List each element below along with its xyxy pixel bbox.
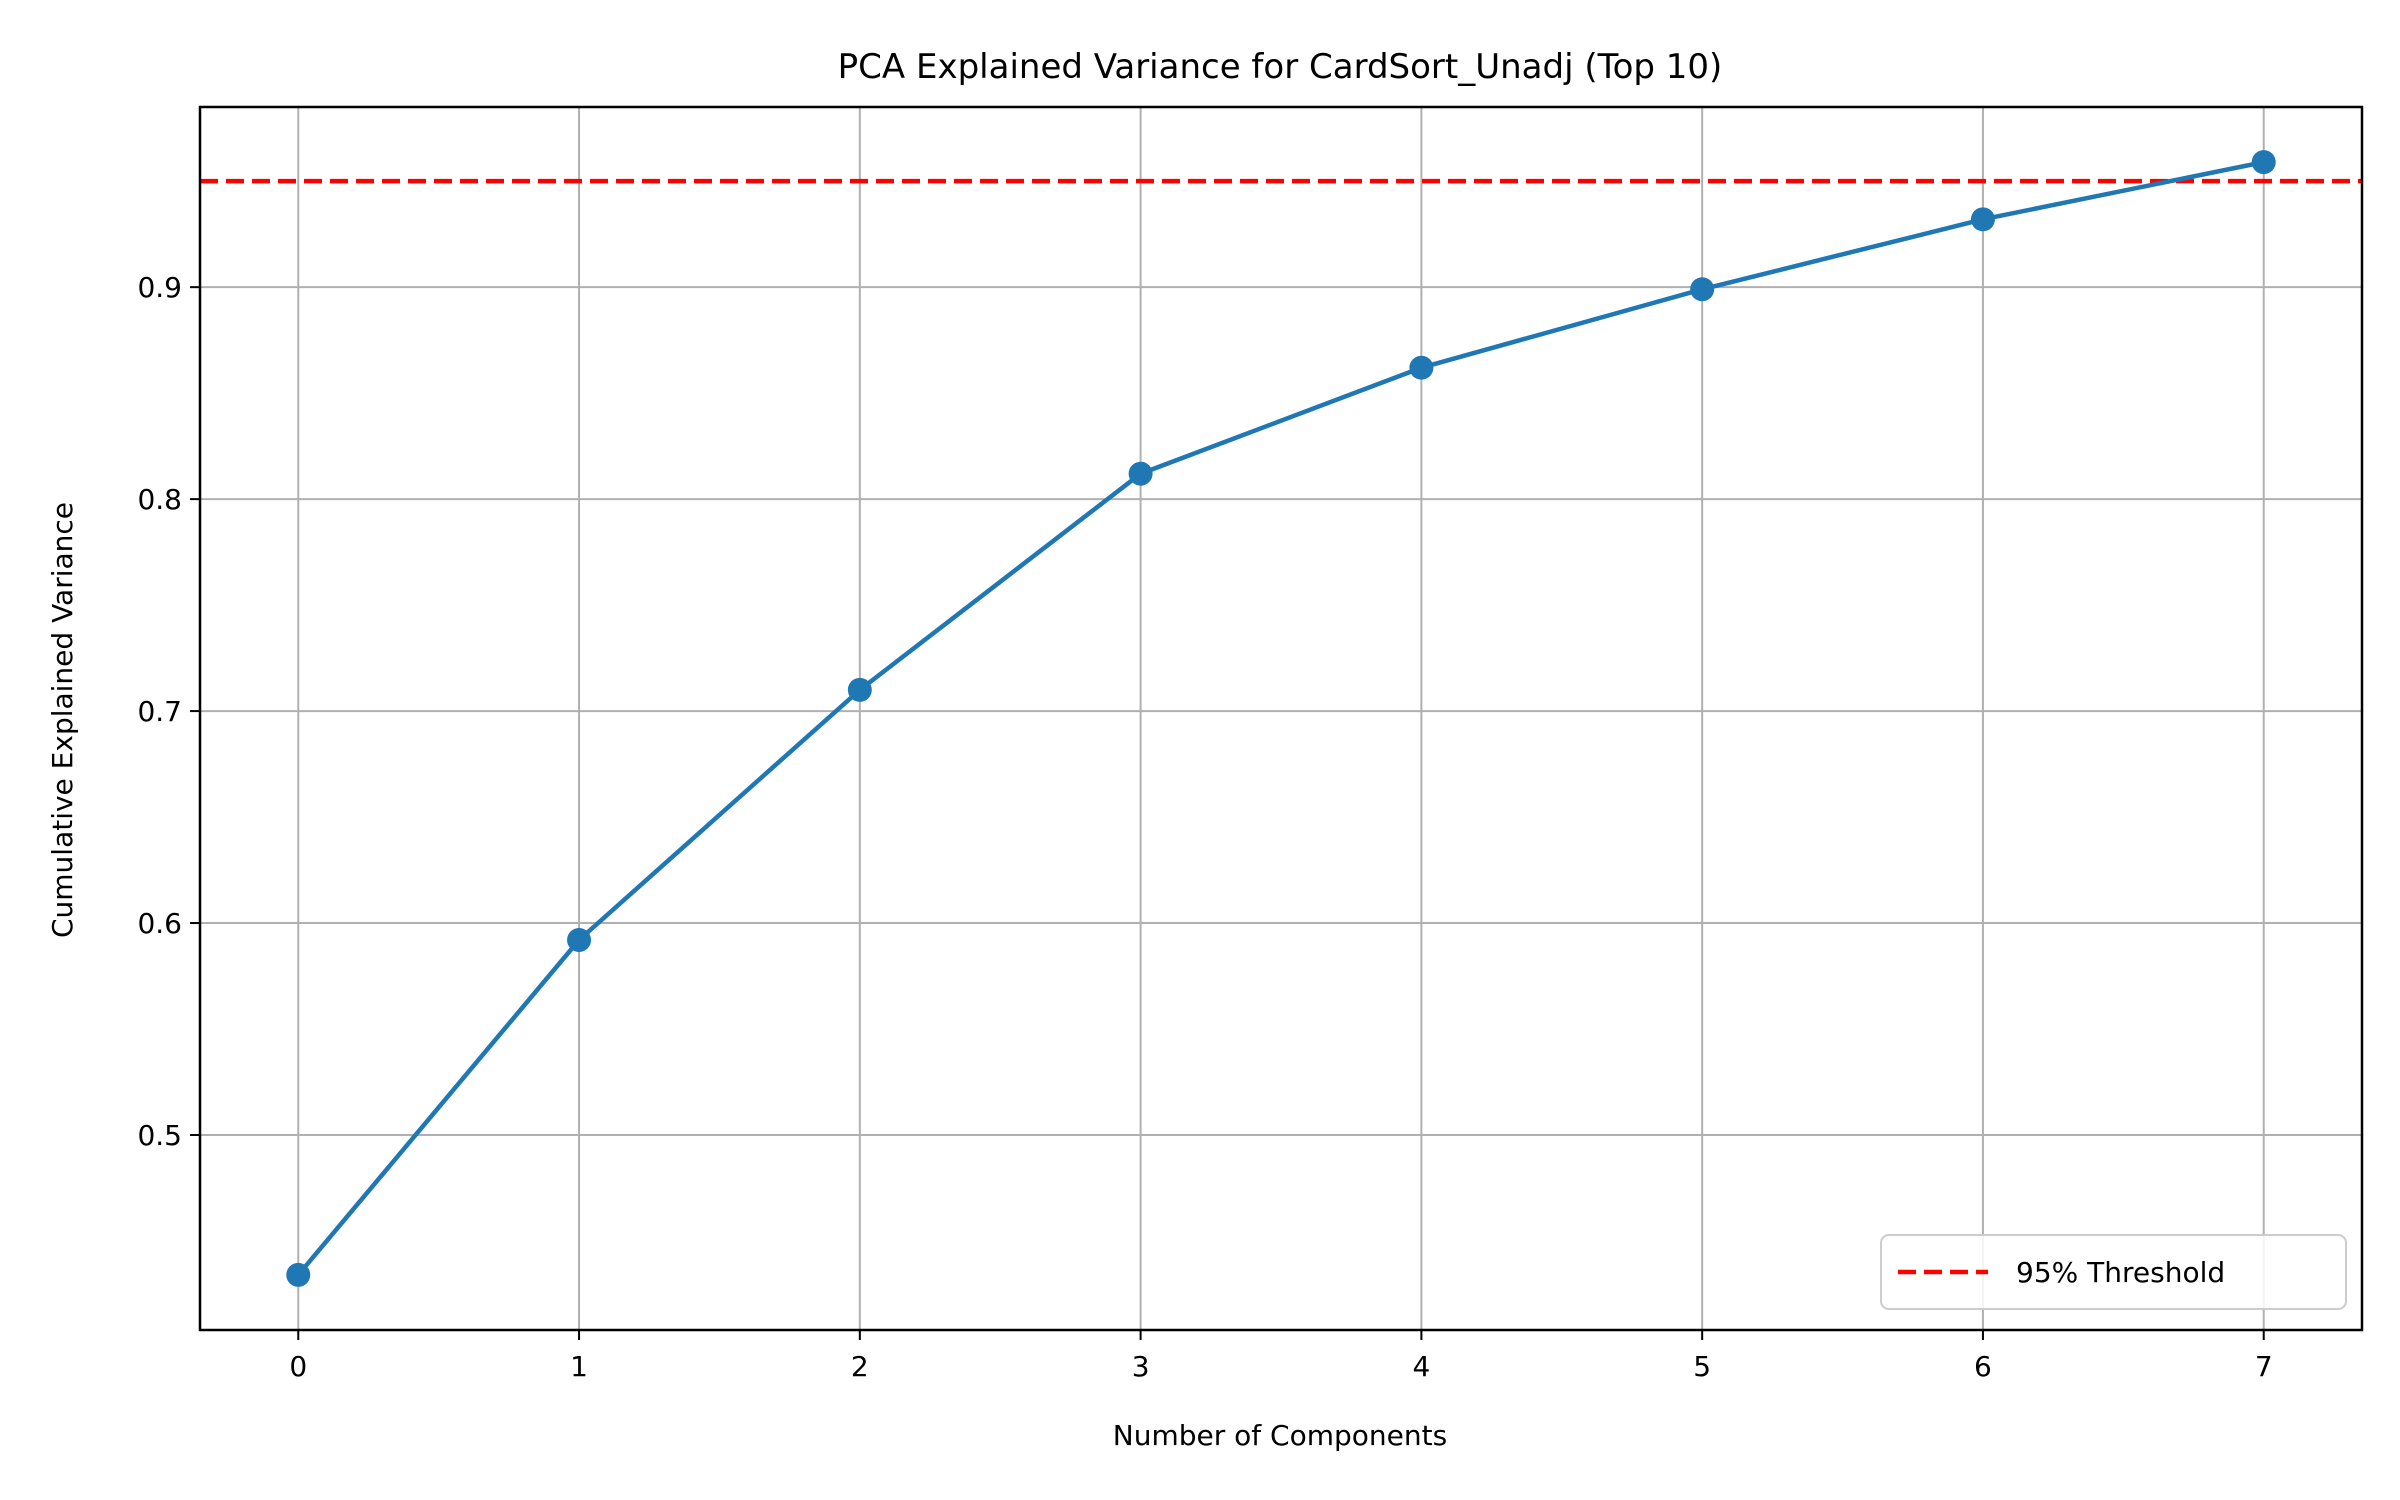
data-point xyxy=(286,1262,311,1287)
plot-area-frame xyxy=(198,105,2364,1332)
chart-title: PCA Explained Variance for CardSort_Unad… xyxy=(838,47,1723,87)
y-axis-label: Cumulative Explained Variance xyxy=(46,502,79,938)
data-point xyxy=(567,927,592,952)
data-point xyxy=(1409,355,1434,380)
x-tick-label: 5 xyxy=(1693,1350,1711,1383)
data-point xyxy=(1128,461,1153,486)
x-tick-label: 7 xyxy=(2255,1350,2273,1383)
x-tick-label: 1 xyxy=(570,1350,588,1383)
x-tick-label: 4 xyxy=(1412,1350,1430,1383)
y-tick-label: 0.9 xyxy=(137,271,182,304)
x-tick-label: 6 xyxy=(1974,1350,1992,1383)
y-tick-label: 0.6 xyxy=(137,907,182,940)
x-tick-label: 2 xyxy=(851,1350,869,1383)
data-point xyxy=(1690,277,1715,302)
data-point xyxy=(847,677,872,702)
data-point xyxy=(2251,150,2276,175)
data-point xyxy=(1970,207,1995,232)
y-tick-label: 0.7 xyxy=(137,695,182,728)
legend-threshold-label: 95% Threshold xyxy=(2016,1256,2225,1289)
grid xyxy=(200,107,2362,1330)
y-tick-label: 0.8 xyxy=(137,483,182,516)
series-line xyxy=(296,159,2265,1277)
x-tick-label: 3 xyxy=(1132,1350,1150,1383)
x-tick-label: 0 xyxy=(289,1350,307,1383)
x-axis-label: Number of Components xyxy=(1113,1419,1447,1452)
axes-frame-layer xyxy=(198,105,2364,1332)
y-tick-label: 0.5 xyxy=(137,1119,182,1152)
series-layer xyxy=(286,150,2276,1287)
legend-box xyxy=(1880,1234,2347,1310)
legend: 95% Threshold xyxy=(1880,1234,2347,1310)
ticks: 0 1 2 3 4 5 6 7 0.5 0.6 0.7 0.8 0.9 xyxy=(137,271,2272,1383)
